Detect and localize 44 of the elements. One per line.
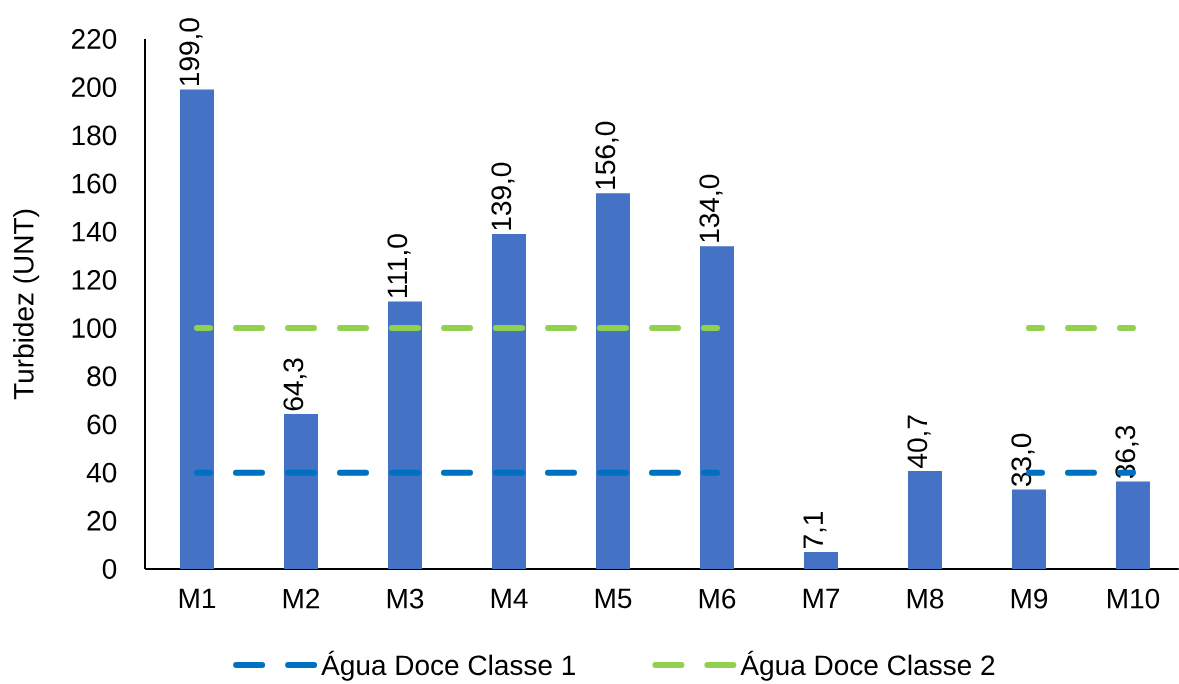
data-label: 139,0 bbox=[491, 162, 515, 230]
data-label: 156,0 bbox=[595, 121, 619, 189]
y-tick-label: 0 bbox=[102, 559, 117, 579]
legend-label: Água Doce Classe 2 bbox=[740, 650, 995, 681]
x-tick-label: M6 bbox=[699, 588, 736, 609]
bar bbox=[699, 246, 734, 569]
bar bbox=[596, 193, 630, 569]
y-tick-label: 140 bbox=[72, 221, 117, 242]
x-tick-label: M2 bbox=[283, 588, 320, 609]
data-label: 64,3 bbox=[283, 358, 307, 411]
y-tick-label: 160 bbox=[72, 173, 117, 194]
bar bbox=[388, 301, 422, 569]
y-tick-label: 20 bbox=[87, 510, 117, 531]
y-tick-label: 200 bbox=[71, 77, 117, 98]
y-axis-title: Turbidez (UNT) bbox=[13, 209, 40, 400]
data-label: 199,0 bbox=[179, 18, 203, 86]
x-tick-label: M3 bbox=[387, 588, 424, 609]
legend-label: Água Doce Classe 1 bbox=[321, 650, 575, 681]
x-tick-label: M7 bbox=[803, 588, 840, 608]
y-tick-label: 80 bbox=[87, 366, 117, 387]
x-tick-label: M5 bbox=[595, 588, 632, 609]
bar bbox=[907, 470, 942, 569]
y-tick-label: 220 bbox=[71, 29, 117, 49]
x-tick-label: M4 bbox=[491, 588, 528, 608]
bar bbox=[284, 414, 318, 569]
data-label: 111,0 bbox=[387, 234, 411, 298]
x-tick-label: M1 bbox=[179, 588, 216, 608]
y-tick-label: 100 bbox=[72, 318, 117, 338]
y-tick-label: 120 bbox=[72, 269, 117, 290]
x-tick-label: M8 bbox=[907, 588, 944, 609]
x-tick-label: M9 bbox=[1011, 588, 1048, 609]
data-label: 7,1 bbox=[803, 511, 827, 549]
bar bbox=[803, 551, 838, 569]
data-label: 40,7 bbox=[907, 415, 931, 468]
bar bbox=[1011, 489, 1046, 569]
bar bbox=[1115, 481, 1150, 569]
bar bbox=[180, 89, 215, 569]
bar bbox=[492, 234, 526, 569]
data-label: 33,0 bbox=[1011, 433, 1035, 487]
y-tick-label: 180 bbox=[72, 125, 117, 146]
y-tick-label: 40 bbox=[86, 462, 117, 483]
data-label: 134,0 bbox=[699, 174, 723, 242]
x-tick-label: M10 bbox=[1108, 588, 1160, 609]
y-tick-label: 60 bbox=[87, 414, 117, 435]
